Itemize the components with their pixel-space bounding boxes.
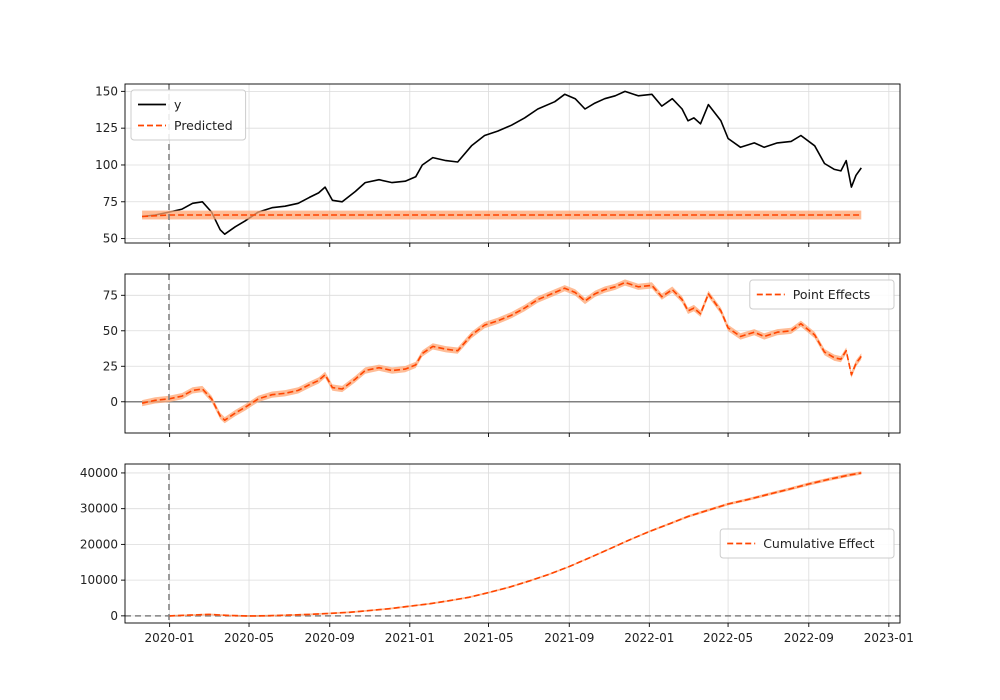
panel-original: 50 75 100 125 150 y Predicted	[95, 83, 901, 247]
series-line	[142, 214, 862, 218]
axes-frame	[124, 83, 901, 244]
x-tick-label: 2022-09	[784, 631, 834, 645]
x-tick-label: 2021-09	[544, 631, 594, 645]
x-tick-label: 2020-01	[145, 631, 195, 645]
y-tick-label: 10000	[80, 573, 118, 587]
y-tick-label: 100	[95, 158, 118, 172]
axes-frame	[124, 273, 901, 434]
y-tick-label: 75	[103, 288, 118, 302]
confidence-band	[142, 210, 862, 220]
y-tick-label: 0	[110, 609, 118, 623]
series-line	[141, 281, 862, 421]
legend-box	[130, 89, 247, 141]
legend: y Predicted	[130, 89, 247, 141]
x-tick-label: 2022-01	[624, 631, 674, 645]
legend-label: Point Effects	[793, 287, 871, 302]
axes-frame	[124, 463, 901, 624]
legend-label: Predicted	[174, 118, 233, 133]
y-tick-label: 40000	[80, 466, 118, 480]
legend: Point Effects	[749, 279, 895, 310]
y-tick-label: 150	[95, 84, 118, 98]
y-tick-label: 20000	[80, 537, 118, 551]
panel-pointwise: 0 25 50 75 Point Effects	[103, 273, 901, 437]
x-tick-label: 2023-01	[864, 631, 914, 645]
series-cumulative-effect	[168, 471, 862, 617]
y-tick-label: 125	[95, 121, 118, 135]
legend-label: y	[174, 97, 182, 112]
x-tick-label: 2021-05	[463, 631, 513, 645]
y-tick-label: 0	[110, 395, 118, 409]
legend-label: Cumulative Effect	[763, 536, 874, 551]
x-tick-label: 2020-09	[305, 631, 355, 645]
y-tick-label: 30000	[80, 502, 118, 516]
y-tick-label: 50	[103, 324, 118, 338]
series-line	[168, 472, 862, 617]
legend: Cumulative Effect	[719, 528, 895, 559]
y-tick-label: 75	[103, 195, 118, 209]
x-tick-label: 2020-05	[224, 631, 274, 645]
series-point-effects	[141, 279, 862, 424]
panel-cumulative: 0 10000 20000 30000 40000 2020-01 2020-05 2020-…	[80, 463, 914, 645]
legend-box	[749, 279, 895, 310]
y-tick-label: 50	[103, 232, 118, 246]
y-tick-label: 25	[103, 359, 118, 373]
legend-box	[719, 528, 895, 559]
x-tick-label: 2021-01	[385, 631, 435, 645]
x-tick-label: 2022-05	[703, 631, 753, 645]
series-predicted	[142, 210, 862, 220]
